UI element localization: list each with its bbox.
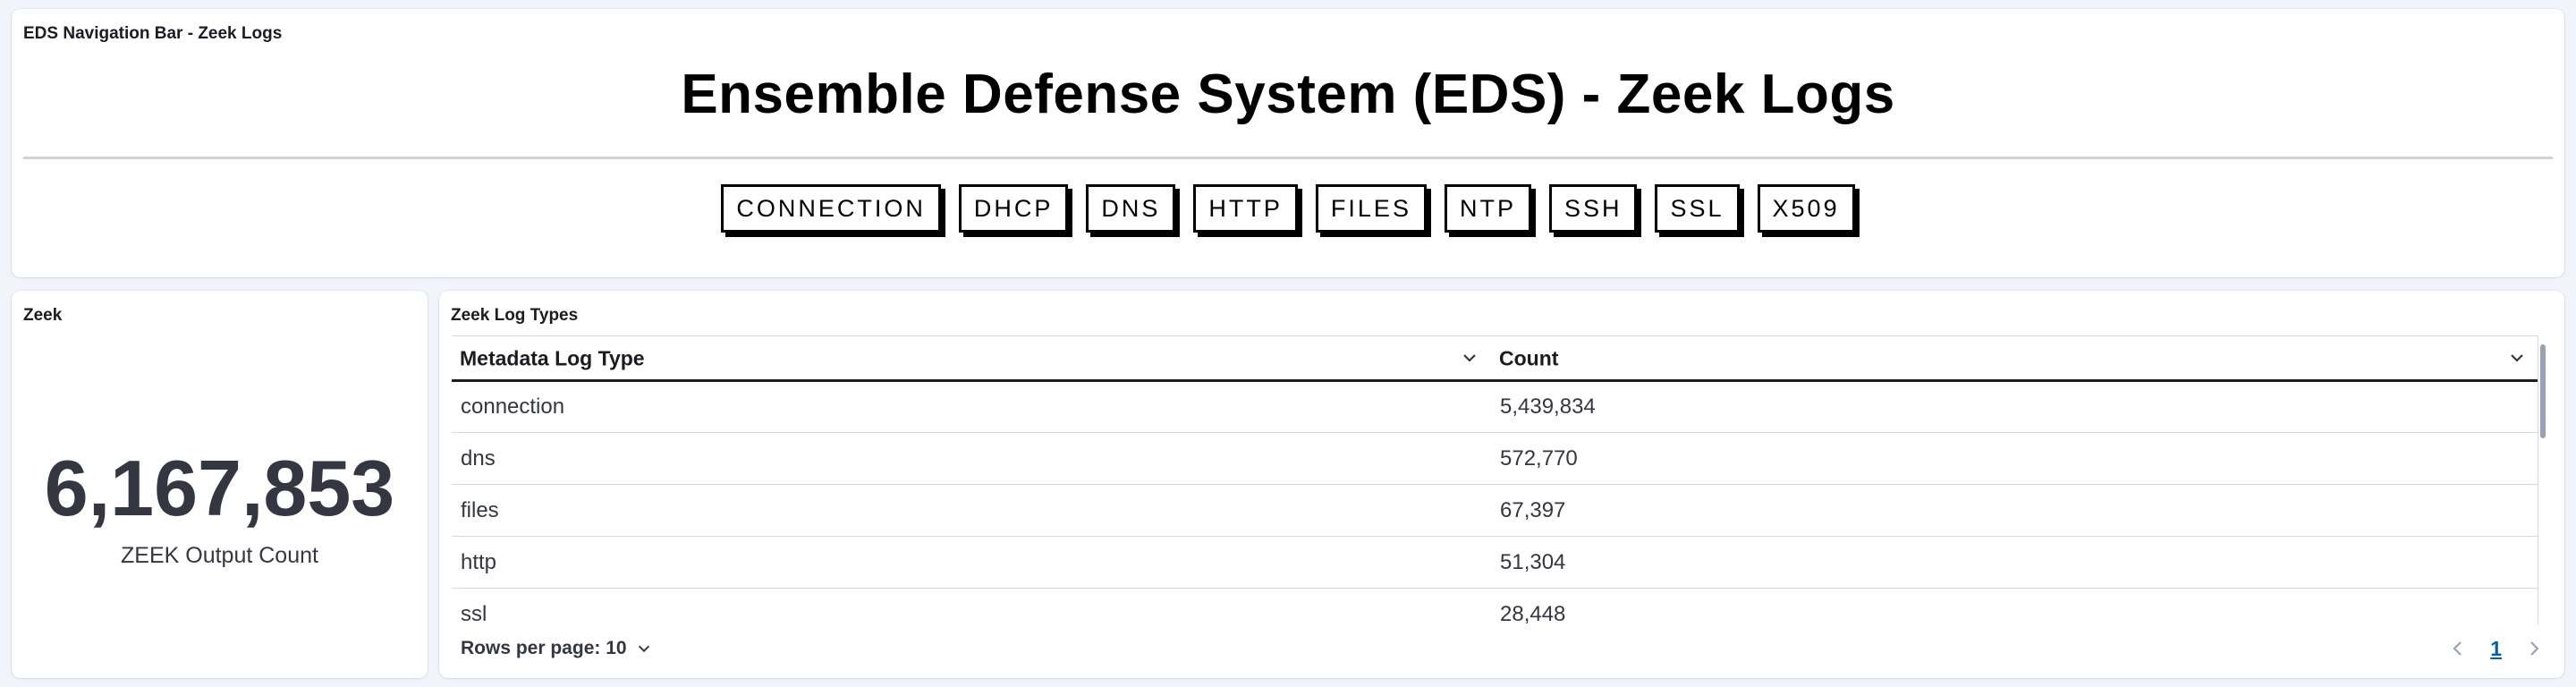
nav-button-bar: CONNECTION DHCP DNS HTTP FILES NTP SSH S… [12,184,2564,233]
nav-button-x509[interactable]: X509 [1757,184,1855,233]
table-scrollbar[interactable] [2540,344,2546,438]
nav-button-dhcp[interactable]: DHCP [958,184,1069,233]
table-header-row: Metadata Log Type Count [452,335,2538,382]
table-cell: http [452,536,1491,589]
table-cell: connection [452,380,1491,433]
metric-panel: Zeek 6,167,853 ZEEK Output Count [12,291,428,678]
nav-button-http[interactable]: HTTP [1193,184,1298,233]
nav-button-files[interactable]: FILES [1315,184,1427,233]
table-panel: Zeek Log Types Metadata Log Type Count [439,291,2564,678]
chevron-left-icon[interactable] [2449,638,2467,659]
page-heading: Ensemble Defense System (EDS) - Zeek Log… [681,64,1895,125]
data-table-container[interactable]: Metadata Log Type Count connect [452,335,2538,624]
table-cell: dns [452,432,1491,485]
nav-button-connection[interactable]: CONNECTION [721,184,941,233]
panel-title: EDS Navigation Bar - Zeek Logs [23,24,283,43]
metric-label: ZEEK Output Count [121,543,318,568]
column-header-log-type[interactable]: Metadata Log Type [452,335,1491,382]
table-row: http 51,304 [452,536,2538,589]
panel-title: Zeek [23,306,63,325]
rows-per-page-label: Rows per page: 10 [461,638,627,658]
nav-panel: EDS Navigation Bar - Zeek Logs Ensemble … [12,9,2564,277]
data-table: Metadata Log Type Count connect [452,335,2538,624]
chevron-right-icon[interactable] [2525,638,2543,659]
table-cell: files [452,484,1491,537]
pagination: 1 [2449,637,2543,661]
chevron-down-icon[interactable] [2508,349,2526,367]
table-row: dns 572,770 [452,432,2538,485]
page-number-current[interactable]: 1 [2490,636,2502,660]
table-cell: 572,770 [1491,432,2538,485]
table-cell: 5,439,834 [1491,380,2538,433]
nav-button-ntp[interactable]: NTP [1444,184,1531,233]
nav-button-ssh[interactable]: SSH [1548,184,1638,233]
table-cell: 28,448 [1491,588,2538,624]
table-row: files 67,397 [452,484,2538,537]
rows-per-page-button[interactable]: Rows per page: 10 [461,638,652,659]
table-cell: 67,397 [1491,484,2538,537]
table-row: connection 5,439,834 [452,380,2538,433]
table-cell: ssl [452,588,1491,624]
nav-button-dns[interactable]: DNS [1086,184,1176,233]
chevron-down-icon [638,645,649,653]
divider [23,157,2553,159]
chevron-down-icon[interactable] [1461,349,1479,367]
table-footer: Rows per page: 10 1 [461,631,2543,666]
panel-title: Zeek Log Types [451,306,579,325]
nav-button-ssl[interactable]: SSL [1655,184,1740,233]
table-cell: 51,304 [1491,536,2538,589]
table-row: ssl 28,448 [452,588,2538,624]
column-header-label: Metadata Log Type [460,346,645,370]
metric-value: 6,167,853 [44,444,395,532]
column-header-count[interactable]: Count [1491,335,2538,382]
column-header-label: Count [1499,346,1559,370]
